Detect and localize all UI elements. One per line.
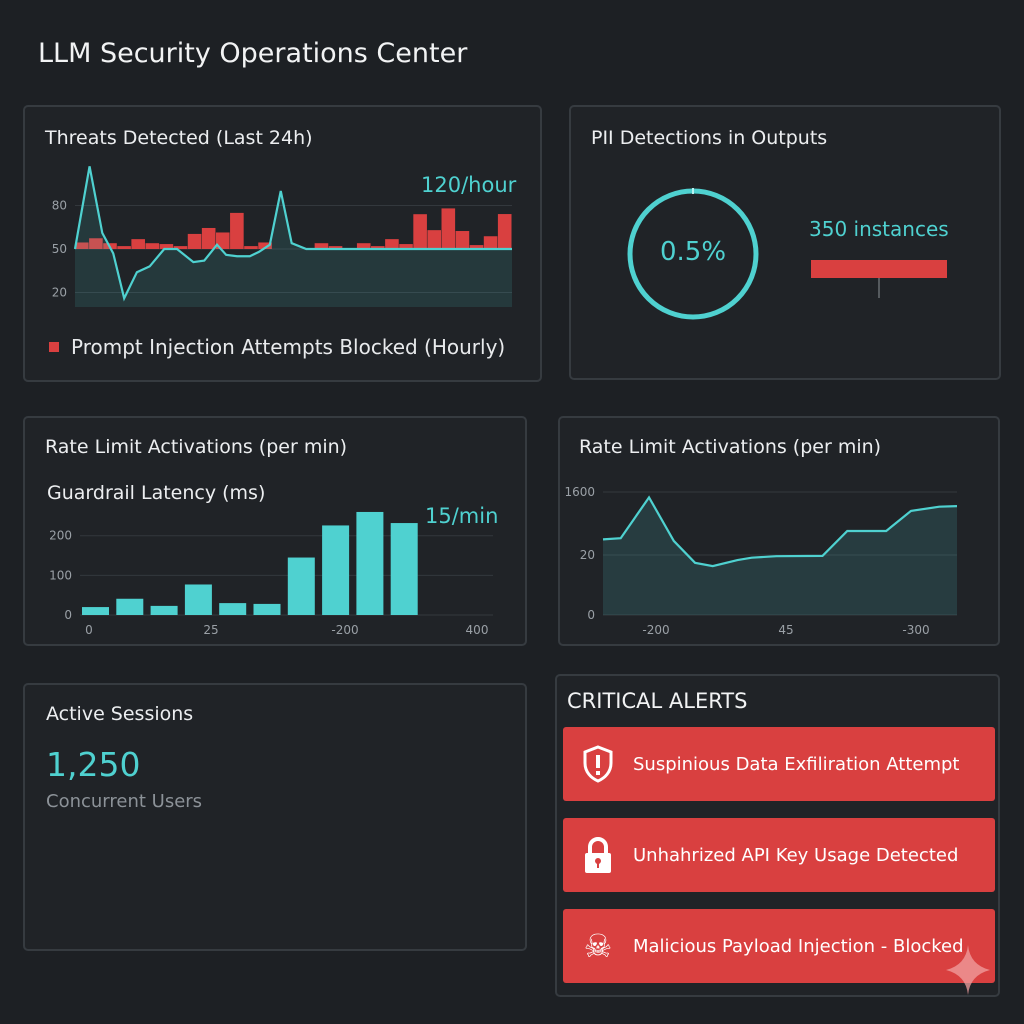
threat-bar (441, 208, 456, 249)
alert-item[interactable]: Suspinious Data Exfiliration Attempt (563, 727, 995, 801)
threat-bar (469, 245, 484, 249)
x-tick-label: 0 (85, 623, 93, 637)
y-tick-label: 200 (49, 529, 72, 543)
guardrail-latency-title: Guardrail Latency (ms) (47, 482, 266, 504)
alert-text: Unhahrized API Key Usage Detected (633, 844, 959, 866)
y-tick-label: 80 (52, 199, 67, 213)
x-tick-label: 45 (778, 623, 793, 637)
latency-bar (184, 584, 212, 615)
latency-bar (390, 523, 418, 615)
y-tick-label: 0 (64, 608, 72, 622)
threats-chart: 20 50 80 (52, 166, 512, 307)
rate-limit-chart: 0 20 1600 -200 45 -300 (564, 485, 958, 637)
threat-bar (215, 232, 230, 249)
pii-bar (811, 260, 947, 278)
pii-title: PII Detections in Outputs (591, 127, 828, 149)
latency-bar (219, 603, 247, 615)
guardrail-latency-chart: 0 100 200 0 25 -200 400 (49, 511, 493, 637)
threat-bar (187, 233, 202, 249)
pii-percent: 0.5% (659, 237, 727, 267)
legend-swatch-icon (49, 342, 59, 352)
threat-bar (314, 243, 329, 249)
page-title: LLM Security Operations Center (38, 38, 468, 69)
latency-bar (150, 605, 178, 615)
threat-bar (427, 230, 442, 249)
alerts-title: CRITICAL ALERTS (567, 689, 748, 713)
sessions-label: Concurrent Users (46, 791, 203, 812)
pii-ring-gauge (627, 188, 947, 320)
threat-bar (413, 214, 427, 249)
y-tick-label: 0 (587, 608, 595, 622)
y-tick-label: 1600 (564, 485, 595, 499)
lock-icon (585, 837, 611, 873)
threat-bar (399, 244, 413, 249)
latency-bar (356, 511, 384, 615)
threat-bar (117, 246, 131, 249)
y-tick-label: 50 (52, 242, 67, 256)
threat-bar (201, 227, 216, 249)
y-tick-label: 20 (580, 548, 595, 562)
threat-bar (145, 243, 160, 249)
threat-bar (497, 214, 512, 249)
threat-bar (328, 246, 343, 249)
threats-panel: Threats Detected (Last 24h) 120/hour 20 5… (23, 105, 542, 382)
x-tick-label: -200 (642, 623, 669, 637)
threat-bar (89, 238, 103, 249)
threat-bar (244, 246, 258, 249)
alert-item[interactable]: Unhahrized API Key Usage Detected (563, 818, 995, 892)
rate-limit-left-panel: Rate Limit Activations (per min) Guardra… (23, 416, 527, 646)
threat-bar (258, 242, 272, 249)
alert-item[interactable]: ☠ Malicious Payload Injection - Blocked (563, 909, 995, 983)
pii-instances: 350 instances (809, 217, 949, 241)
threat-line (73, 166, 512, 302)
alert-text: Malicious Payload Injection - Blocked (633, 935, 964, 957)
threat-bar (159, 244, 174, 249)
threat-bar (455, 231, 470, 249)
threat-bar (131, 239, 145, 249)
threat-bar (371, 246, 385, 249)
threat-bar (483, 236, 498, 249)
rate-limit-left-title: Rate Limit Activations (per min) (45, 436, 348, 458)
threat-area (75, 166, 512, 307)
alert-text: Suspinious Data Exfiliration Attempt (633, 753, 960, 775)
threat-bar (385, 239, 399, 249)
rate-limit-left-rate: 15/min (425, 504, 499, 528)
latency-bar (287, 557, 315, 615)
latency-bar (82, 607, 109, 615)
threat-bar (356, 243, 371, 249)
sessions-title: Active Sessions (46, 703, 194, 725)
x-tick-label: 400 (466, 623, 489, 637)
shield-alert-icon (583, 745, 613, 783)
sessions-panel: Active Sessions 1,250 Concurrent Users (23, 683, 527, 951)
threats-rate: 120/hour (421, 173, 517, 197)
rate-limit-right-title: Rate Limit Activations (per min) (579, 436, 882, 458)
threat-bar (173, 246, 188, 249)
y-tick-label: 20 (52, 286, 67, 300)
sessions-value: 1,250 (46, 745, 141, 784)
legend-label: Prompt Injection Attempts Blocked (Hourl… (71, 335, 506, 359)
pii-panel: PII Detections in Outputs 0.5% 350 insta… (569, 105, 1001, 380)
x-tick-label: -300 (902, 623, 929, 637)
skull-crossbones-icon: ☠ (583, 927, 613, 965)
y-tick-label: 100 (49, 568, 72, 582)
latency-bar (253, 603, 281, 615)
threats-legend: Prompt Injection Attempts Blocked (Hourl… (49, 335, 505, 359)
threats-title: Threats Detected (Last 24h) (45, 127, 313, 149)
alerts-panel: CRITICAL ALERTS Suspinious Data Exfilira… (555, 674, 1000, 997)
latency-bar (322, 525, 350, 615)
threat-bar (75, 242, 89, 249)
threat-bar (230, 212, 244, 249)
x-tick-label: 25 (203, 623, 218, 637)
rate-limit-right-panel: Rate Limit Activations (per min) 0 20 1600… (558, 416, 1000, 646)
rate-line (602, 495, 958, 568)
x-tick-label: -200 (331, 623, 358, 637)
latency-bar (116, 598, 144, 615)
